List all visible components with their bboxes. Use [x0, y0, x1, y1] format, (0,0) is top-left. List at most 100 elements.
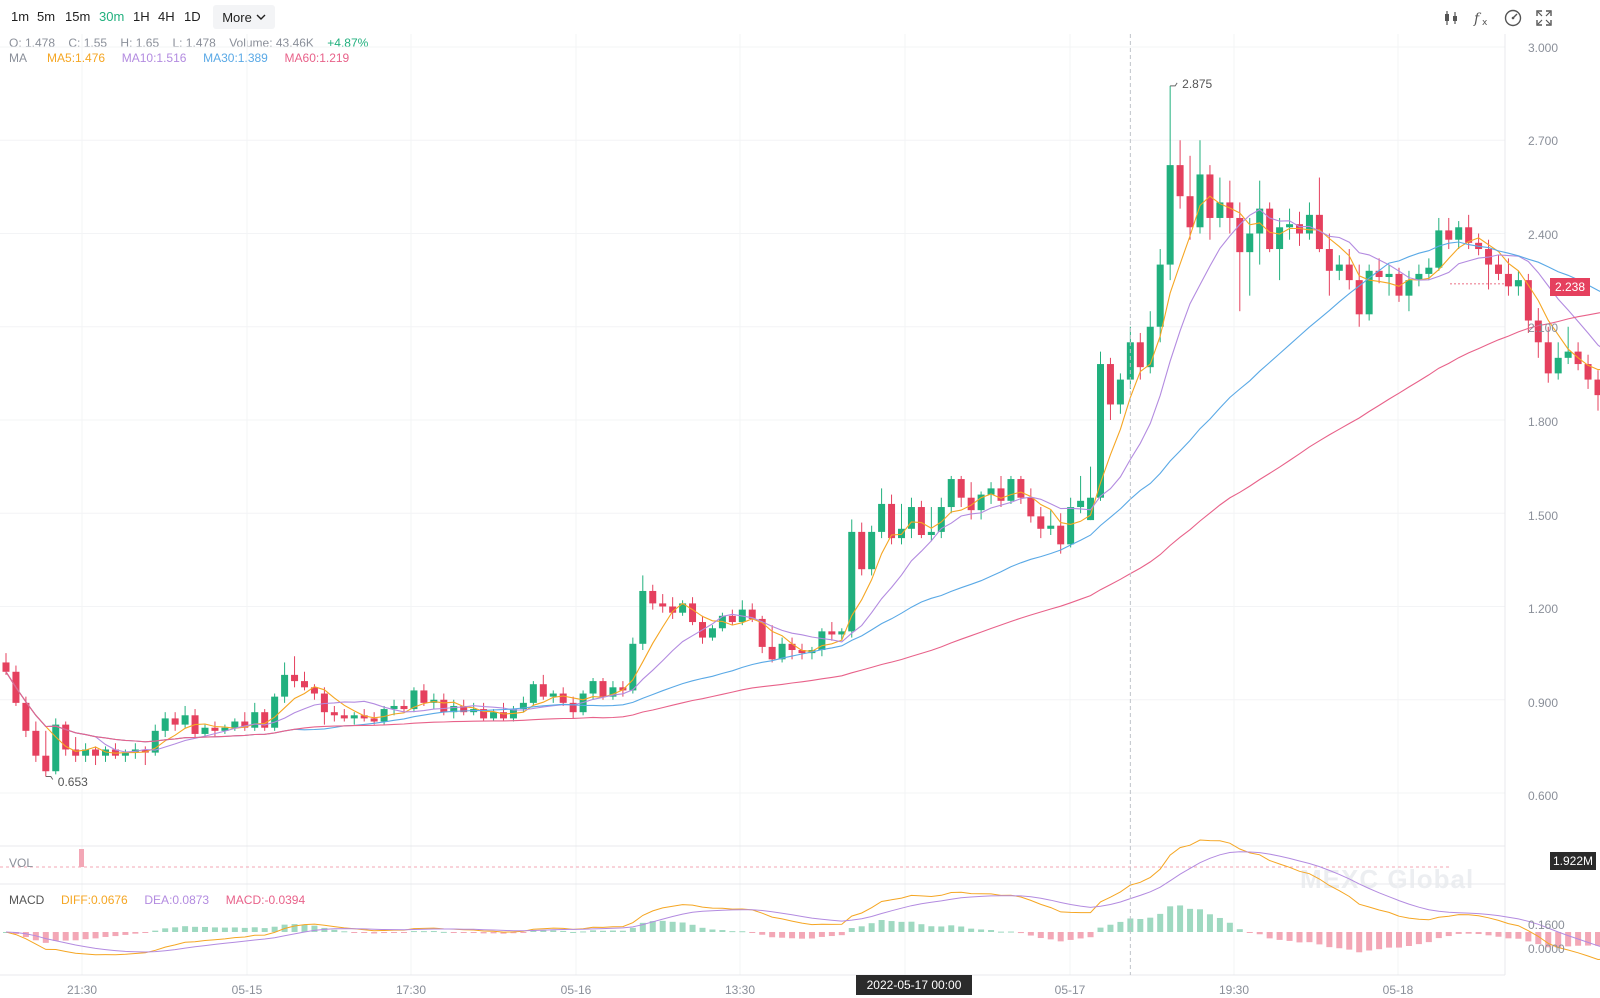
- macd-histogram-bar: [221, 927, 228, 932]
- macd-histogram-bar: [1286, 932, 1293, 941]
- macd-histogram-bar: [1545, 932, 1552, 948]
- macd-histogram-bar: [868, 923, 875, 932]
- candle-body: [1584, 364, 1592, 380]
- macd-histogram-bar: [1346, 932, 1353, 950]
- candle-body: [92, 749, 100, 756]
- candle-body: [1415, 273, 1423, 281]
- timeframe-4h[interactable]: 4H: [158, 9, 175, 24]
- time-axis-label: 05-18: [1382, 983, 1414, 997]
- candle-body: [997, 488, 1005, 501]
- macd-histogram-bar: [480, 932, 487, 934]
- timeframe-1d[interactable]: 1D: [184, 9, 201, 24]
- macd-histogram-bar: [1585, 932, 1592, 946]
- candle-body: [669, 606, 677, 613]
- macd-histogram-bar: [142, 932, 149, 933]
- volume-bar: [79, 849, 84, 867]
- candle-type-icon[interactable]: [1441, 8, 1461, 28]
- candle-body: [529, 684, 537, 703]
- macd-histogram-bar: [1415, 932, 1422, 945]
- candle-body: [350, 715, 358, 719]
- candle-body: [450, 705, 458, 713]
- macd-legend: MACD DIFF:0.0676 DEA:0.0873 MACD:-0.0394: [9, 893, 305, 907]
- candle-body: [231, 721, 239, 728]
- candle-body: [1027, 497, 1035, 517]
- timeframe-30m[interactable]: 30m: [99, 9, 125, 24]
- macd-histogram-bar: [699, 927, 706, 932]
- time-axis-label: 05-16: [560, 983, 592, 997]
- volume-badge: 1.922M: [1550, 852, 1596, 870]
- candle-body: [480, 709, 488, 719]
- candle-body: [1286, 224, 1294, 228]
- candle-body: [460, 705, 468, 713]
- macd-histogram-bar: [848, 928, 855, 932]
- crosshair-time-label: 2022-05-17 00:00: [856, 975, 972, 995]
- candle-body: [151, 730, 159, 753]
- candle-body: [947, 479, 955, 508]
- macd-histogram-bar: [779, 932, 786, 938]
- svg-text:x: x: [1482, 18, 1488, 28]
- macd-histogram-bar: [92, 932, 99, 939]
- ma30-value: MA30:1.389: [203, 51, 268, 65]
- candle-body: [1495, 264, 1502, 274]
- candle-body: [291, 674, 299, 682]
- macd-histogram-bar: [669, 921, 676, 932]
- macd-histogram-bar: [401, 932, 407, 933]
- macd-histogram-bar: [172, 927, 179, 932]
- macd-histogram-bar: [132, 932, 139, 934]
- candle-body: [52, 724, 60, 772]
- macd-histogram-bar: [1077, 932, 1084, 939]
- macd-histogram-bar: [789, 932, 796, 939]
- candle-body: [519, 702, 527, 710]
- candle-body: [420, 690, 428, 703]
- candle-body: [838, 631, 846, 635]
- macd-histogram-bar: [52, 932, 59, 941]
- candle-body: [1305, 214, 1313, 234]
- candle-body: [788, 643, 796, 651]
- indicator-fx-icon[interactable]: f x: [1472, 8, 1492, 28]
- macd-histogram-bar: [759, 932, 766, 935]
- candle-body: [549, 693, 557, 697]
- macd-histogram-bar: [371, 932, 378, 934]
- macd-histogram-bar: [1505, 932, 1512, 939]
- candle-body: [360, 715, 368, 719]
- timeframe-1h[interactable]: 1H: [133, 9, 150, 24]
- low-marker-label: 0.653: [57, 774, 88, 789]
- ma60-line: [5, 312, 1600, 743]
- fullscreen-icon[interactable]: [1534, 8, 1554, 28]
- macd-histogram-bar: [639, 922, 646, 932]
- candle-body: [1405, 280, 1413, 296]
- macd-histogram-bar: [391, 932, 398, 933]
- more-timeframes-button[interactable]: More: [213, 5, 275, 29]
- candle-body: [1057, 525, 1065, 545]
- candle-body: [1106, 364, 1114, 405]
- macd-histogram-bar: [1316, 932, 1323, 945]
- macd-histogram-bar: [1017, 932, 1024, 934]
- candle-body: [1534, 320, 1542, 343]
- macd-histogram-bar: [1405, 932, 1412, 946]
- macd-histogram-bar: [1067, 932, 1074, 940]
- candle-body: [937, 507, 945, 532]
- ma5-line: [5, 195, 1600, 754]
- macd-histogram-bar: [1206, 914, 1213, 932]
- candle-body: [1037, 516, 1045, 529]
- macd-histogram-bar: [1047, 932, 1054, 940]
- candle-body: [1266, 208, 1274, 250]
- macd-histogram-bar: [629, 927, 636, 932]
- candle-body: [121, 752, 129, 756]
- candle-body: [649, 590, 657, 604]
- timeframe-1m[interactable]: 1m: [11, 9, 30, 24]
- candle-body: [390, 705, 398, 710]
- candle-body: [141, 749, 149, 753]
- macd-histogram-bar: [1535, 932, 1542, 945]
- timeframe-5m[interactable]: 5m: [37, 9, 56, 24]
- candle-body: [1246, 233, 1254, 253]
- macd-histogram-bar: [1336, 932, 1343, 949]
- candle-body: [42, 755, 50, 772]
- current-price-badge: 2.238: [1550, 278, 1590, 296]
- macd-histogram-bar: [968, 928, 975, 932]
- macd-histogram-bar: [1485, 932, 1492, 936]
- timeframe-15m[interactable]: 15m: [65, 9, 91, 24]
- candle-body: [1375, 270, 1383, 278]
- settings-gauge-icon[interactable]: [1503, 8, 1523, 28]
